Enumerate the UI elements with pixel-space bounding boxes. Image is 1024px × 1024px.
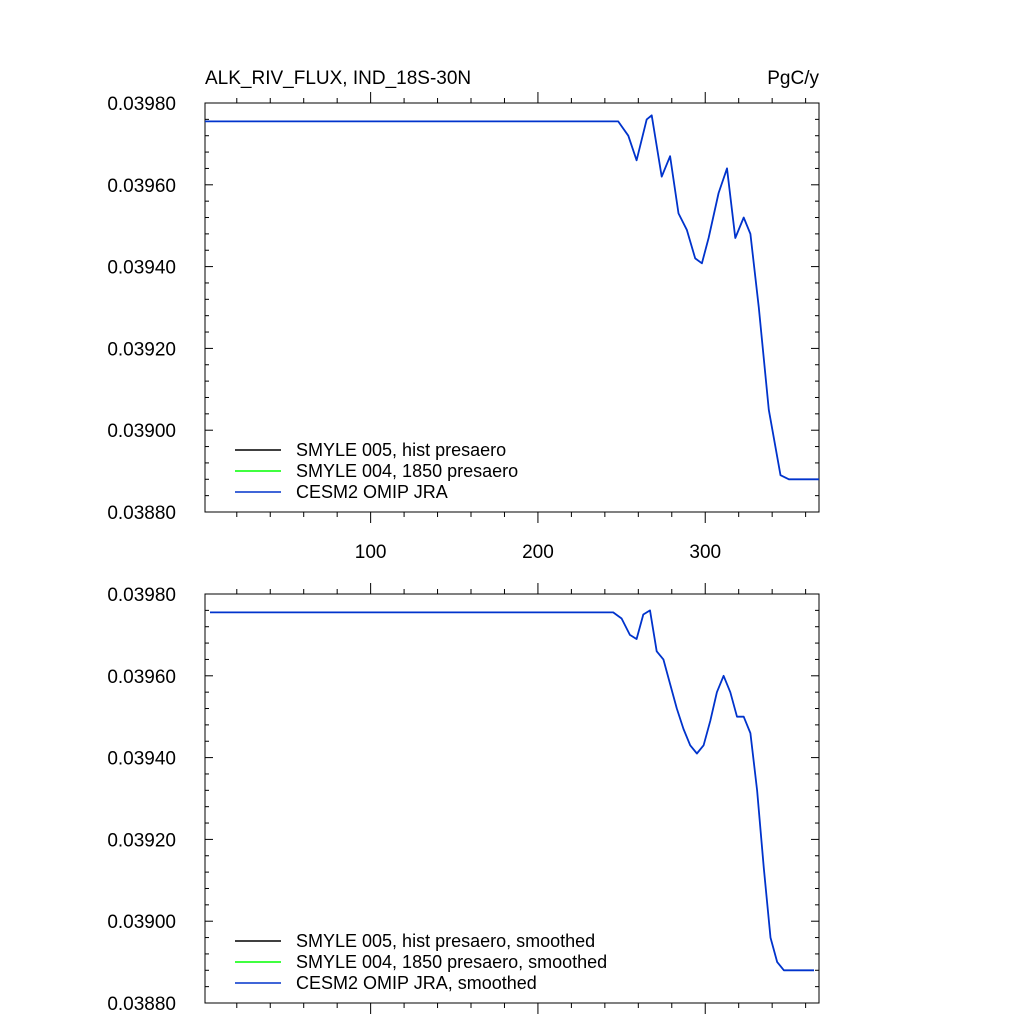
y-tick-label: 0.03900 [107, 421, 176, 442]
series-line-cesm2-omip-jra [205, 114, 819, 481]
y-tick-label: 0.03940 [107, 749, 176, 770]
legend-item-cesm2-omip-jra: CESM2 OMIP JRA [235, 482, 448, 502]
legend-item-smyle-005: SMYLE 005, hist presaero [235, 440, 506, 460]
y-tick-label: 0.03940 [107, 258, 176, 279]
legend-item-smyle-004: SMYLE 004, 1850 presaero, smoothed [235, 952, 607, 972]
y-tick-label: 0.03960 [107, 176, 176, 197]
plot-frame [204, 102, 820, 513]
x-tick-label: 300 [689, 542, 721, 563]
y-tick-label: 0.03980 [107, 94, 176, 115]
legend-label: SMYLE 004, 1850 presaero [296, 461, 518, 481]
legend-label: SMYLE 005, hist presaero [296, 440, 506, 460]
plot-frame [204, 593, 820, 1004]
y-tick-label: 0.03880 [107, 994, 176, 1015]
y-tick-label: 0.03900 [107, 912, 176, 933]
y-tick-label: 0.03960 [107, 667, 176, 688]
legend-label: CESM2 OMIP JRA, smoothed [296, 973, 537, 993]
y-tick-label: 0.03880 [107, 503, 176, 524]
legend-label: CESM2 OMIP JRA [296, 482, 448, 502]
series-line-cesm2-omip-jra [210, 609, 814, 972]
y-tick-label: 0.03920 [107, 830, 176, 851]
chart-title: ALK_RIV_FLUX, IND_18S-30N [205, 68, 471, 89]
top-panel: 0.03880 0.03900 0.03920 0.03940 0.03960 0.039… [107, 92, 820, 563]
bottom-panel: 0.03880 0.03900 0.03920 0.03940 0.03960 0.039… [107, 583, 820, 1015]
units-label: PgC/y [767, 68, 819, 89]
x-tick-label: 100 [355, 542, 387, 563]
y-tick-label: 0.03920 [107, 339, 176, 360]
legend-label: SMYLE 005, hist presaero, smoothed [296, 931, 595, 951]
x-tick-label: 200 [522, 542, 554, 563]
legend-item-smyle-005: SMYLE 005, hist presaero, smoothed [235, 931, 595, 951]
legend-item-smyle-004: SMYLE 004, 1850 presaero [235, 461, 518, 481]
legend-label: SMYLE 004, 1850 presaero, smoothed [296, 952, 607, 972]
legend-item-cesm2-omip-jra: CESM2 OMIP JRA, smoothed [235, 973, 537, 993]
y-tick-label: 0.03980 [107, 585, 176, 606]
